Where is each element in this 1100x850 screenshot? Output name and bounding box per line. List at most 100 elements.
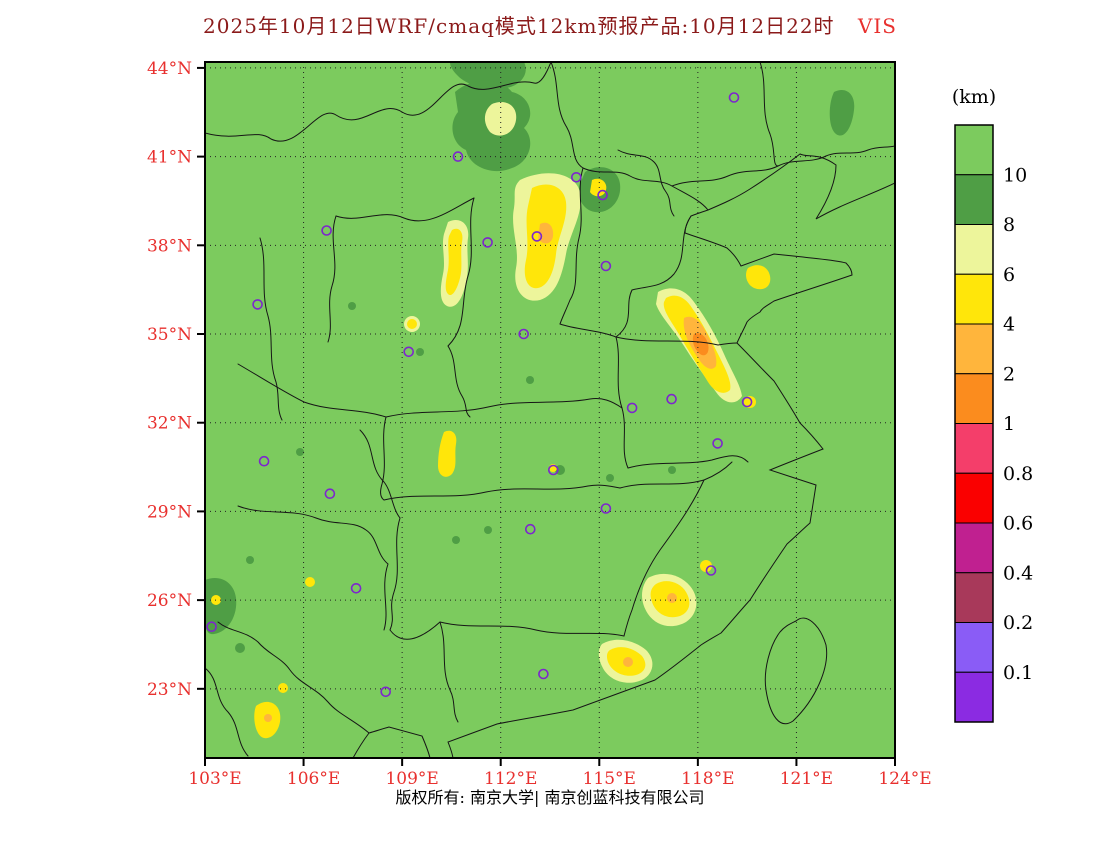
legend-value-label: 0.1	[1003, 662, 1033, 684]
visibility-patch	[264, 714, 272, 722]
boundary-line	[617, 149, 675, 217]
grid-lines	[205, 62, 895, 758]
legend-cell	[954, 472, 994, 524]
boundary-line	[439, 621, 625, 637]
visibility-patch	[278, 683, 288, 693]
boundary-line	[237, 505, 389, 631]
visibility-patch	[526, 376, 534, 384]
legend-cell	[954, 572, 994, 623]
legend-value-label: 2	[1003, 363, 1015, 385]
station-marker	[741, 396, 753, 408]
boundary-line	[359, 429, 401, 519]
station-marker	[452, 151, 464, 162]
station-marker	[547, 464, 559, 476]
station-markers	[206, 92, 753, 698]
station-marker	[531, 231, 543, 242]
station-marker	[524, 523, 536, 535]
visibility-patch	[205, 578, 237, 635]
lon-tick-label: 124°E	[878, 769, 931, 789]
legend: (km) 10 8 6 4 2 1 0.8 0.6 0.4 0.2 0.1	[952, 86, 1033, 723]
boundary-line	[559, 323, 617, 338]
legend-value-label: 10	[1003, 164, 1027, 186]
station-marker	[728, 92, 740, 103]
boundary-line	[259, 237, 283, 421]
visibility-patch	[407, 319, 417, 329]
station-marker	[705, 565, 717, 576]
station-marker	[626, 402, 638, 414]
lat-tick-label: 38°N	[147, 236, 192, 256]
lon-tick-label: 109°E	[385, 769, 438, 789]
legend-value-label: 0.6	[1003, 513, 1033, 535]
lat-tick-label: 26°N	[147, 591, 192, 611]
legend-cell	[954, 622, 994, 673]
province-boundaries	[205, 62, 895, 758]
boundary-line	[615, 289, 633, 469]
boundary-line	[385, 398, 623, 418]
visibility-patch	[484, 526, 492, 534]
station-marker	[518, 328, 530, 340]
visibility-patch	[692, 333, 709, 356]
visibility-patch	[246, 556, 254, 564]
visibility-patch	[667, 593, 677, 603]
boundary-line	[352, 726, 431, 758]
legend-cell	[954, 273, 994, 325]
legend-value-label: 8	[1003, 214, 1015, 236]
station-marker	[712, 438, 723, 449]
visibility-patch	[452, 536, 460, 544]
boundary-line	[439, 621, 459, 723]
boundary-line	[217, 621, 370, 734]
boundary-line	[383, 484, 621, 501]
lon-tick-label: 112°E	[484, 769, 537, 789]
legend-cell	[954, 522, 994, 574]
visibility-patch	[606, 474, 614, 482]
visibility-patch	[416, 348, 424, 356]
station-marker	[666, 393, 677, 405]
lon-tick-label: 103°E	[188, 769, 241, 789]
boundary-line	[205, 62, 552, 142]
map-frame	[204, 61, 896, 759]
title-main-text: 2025年10月12日WRF/cmaq模式12km预报产品:10月12日22时	[203, 14, 835, 38]
station-marker	[252, 299, 263, 310]
lat-tick-label: 35°N	[147, 325, 192, 345]
visibility-patch	[348, 302, 356, 310]
lon-tick-label: 115°E	[583, 769, 636, 789]
visibility-patch	[450, 62, 526, 90]
boundary-line	[764, 617, 828, 725]
station-marker	[258, 455, 270, 467]
station-marker	[350, 582, 362, 594]
station-marker	[321, 225, 332, 236]
visibility-patch	[235, 643, 245, 653]
boundary-line	[671, 155, 827, 187]
visibility-patch	[296, 448, 304, 456]
lat-axis: 44°N 41°N 38°N 35°N 32°N 29°N 26°N 23°N	[147, 59, 205, 700]
visibility-patch	[668, 466, 676, 474]
legend-value-label: 0.2	[1003, 612, 1033, 634]
boundary-line	[825, 145, 895, 157]
boundary-line	[205, 667, 249, 757]
legend-value-label: 6	[1003, 264, 1015, 286]
boundary-line	[447, 197, 475, 347]
visibility-patch	[438, 430, 457, 477]
visibility-patch	[623, 657, 633, 667]
station-marker	[324, 488, 336, 500]
legend-cell	[954, 423, 994, 474]
lat-tick-label: 44°N	[147, 59, 192, 79]
station-marker	[538, 668, 549, 680]
boundary-line	[447, 153, 895, 758]
legend-value-label: 1	[1003, 413, 1015, 435]
lat-tick-label: 41°N	[147, 148, 192, 168]
boundary-line	[447, 345, 471, 418]
station-marker	[482, 237, 493, 248]
station-marker	[570, 172, 582, 183]
lat-tick-label: 29°N	[147, 502, 192, 522]
visibility-patch	[744, 396, 756, 408]
visibility-patch	[700, 560, 712, 572]
boundary-line	[237, 363, 387, 418]
boundary-line	[759, 62, 779, 167]
legend-cell	[954, 373, 994, 424]
station-marker	[597, 189, 608, 201]
legend-cell	[954, 671, 994, 723]
legend-value-label: 0.8	[1003, 463, 1033, 485]
